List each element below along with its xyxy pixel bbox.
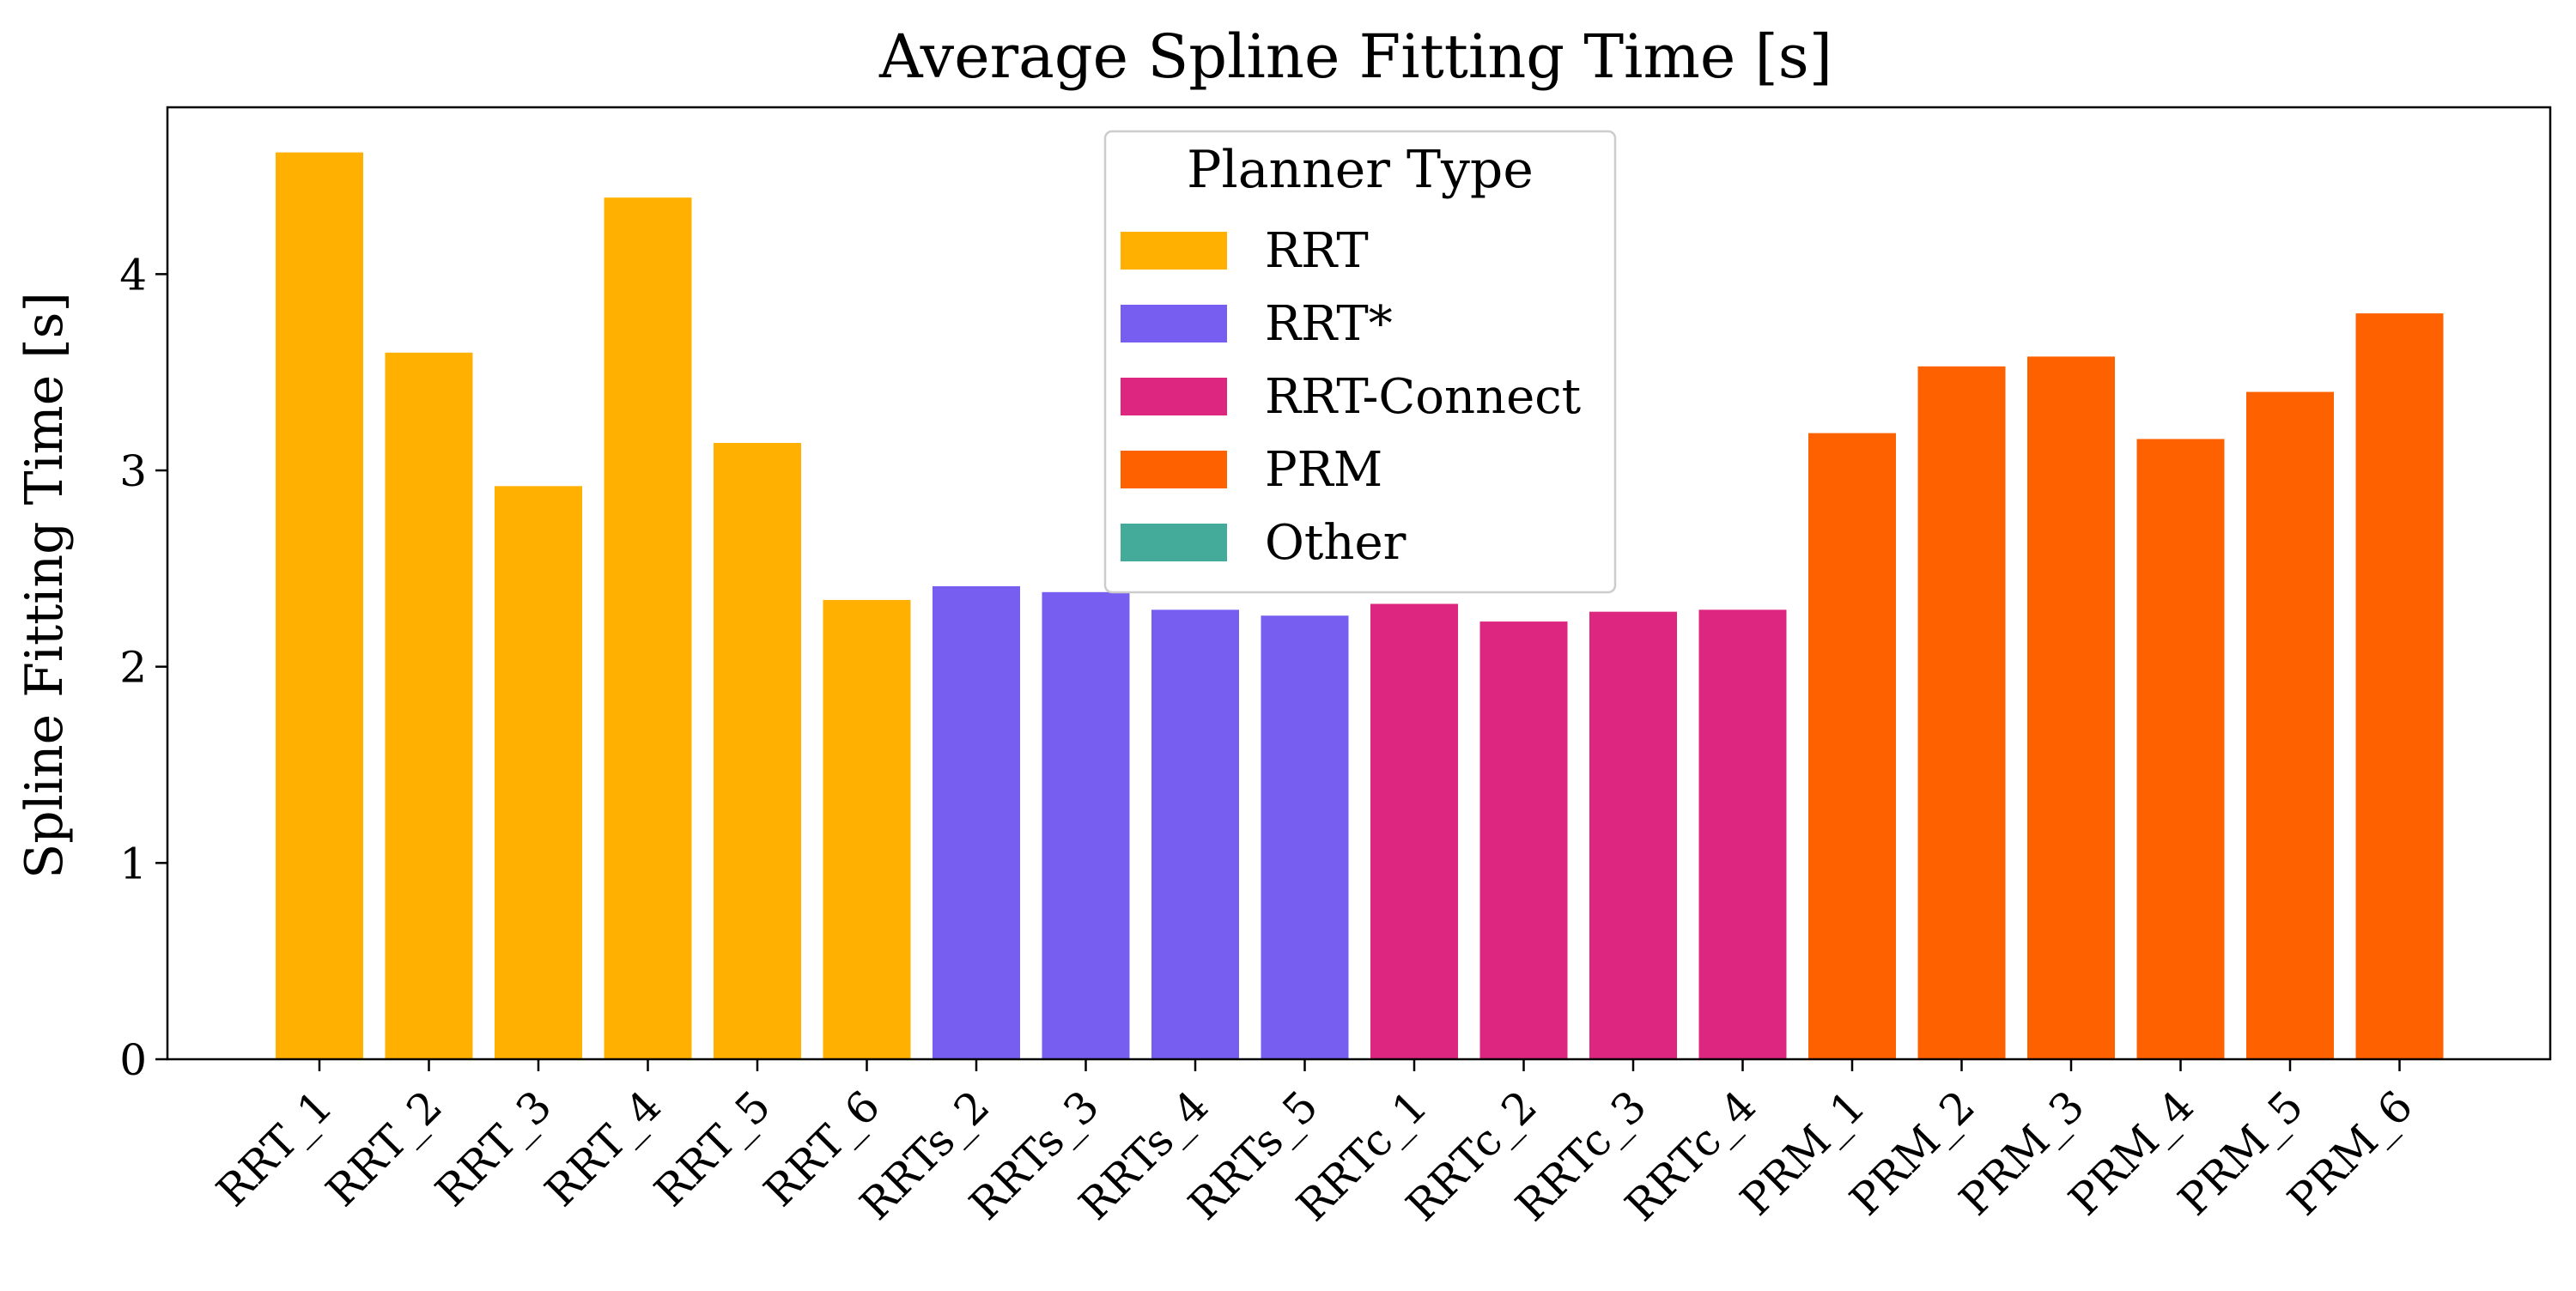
x-tick-label: RRT_5 [645,1081,780,1215]
legend-label-rrt-star: RRT* [1265,296,1393,352]
legend-swatch-rrt-star [1121,305,1227,342]
y-tick-label: 3 [119,446,147,496]
legend-swatch-other [1121,524,1227,561]
bar-rrt-1 [276,152,363,1059]
bar-rrtc-2 [1479,621,1568,1059]
legend-label-rrt-connect: RRT-Connect [1265,369,1582,425]
bar-prm-6 [2355,313,2444,1059]
y-tick-label: 2 [119,643,147,693]
y-tick-label: 1 [119,839,147,888]
x-tick-label: RRT_4 [536,1081,671,1215]
legend-label-rrt: RRT [1265,223,1369,279]
x-tick-label: RRT_1 [207,1081,342,1215]
bar-rrt-3 [495,486,582,1059]
legend-swatch-rrt-connect [1121,378,1227,415]
y-tick-label: 4 [119,250,147,300]
legend: Planner Type RRT RRT* RRT-Connect PRM Other [1103,130,1617,594]
bar-prm-2 [1917,366,2006,1059]
bar-prm-5 [2246,391,2334,1059]
legend-entries: RRT RRT* RRT-Connect PRM Other [1121,223,1582,571]
bar-rrtc-3 [1589,611,1677,1059]
x-axis: RRT_1RRT_2RRT_3RRT_4RRT_5RRT_6RRTs_2RRTs… [207,1059,2422,1231]
legend-label-prm: PRM [1265,442,1382,498]
plot-frame [166,106,2552,1061]
bars-layer [276,152,2444,1060]
bar-prm-4 [2136,439,2225,1059]
x-tick-label: PRM_6 [2278,1081,2422,1225]
bar-rrtc-4 [1698,609,1787,1059]
y-axis-label: Spline Fitting Time [s] [15,292,75,879]
x-tick-label: RRT_3 [426,1081,561,1215]
bar-rrtc-1 [1370,603,1458,1059]
legend-title: Planner Type [1187,140,1534,200]
bar-rrts-5 [1261,615,1349,1059]
bar-rrt-4 [604,197,692,1060]
legend-swatch-prm [1121,451,1227,488]
legend-box [1103,130,1617,594]
bar-rrt-2 [385,352,473,1060]
bar-rrts-3 [1042,591,1130,1059]
y-axis: 0 1 2 3 4 [119,250,167,1085]
legend-swatch-rrt [1121,232,1227,270]
bar-prm-3 [2027,356,2115,1059]
bar-rrt-6 [823,599,911,1059]
chart-title: Average Spline Fitting Time [s] [878,21,1832,92]
bar-rrts-2 [933,585,1020,1059]
y-tick-label: 0 [119,1035,147,1085]
x-tick-label: RRT_2 [317,1081,452,1215]
bar-rrt-5 [714,443,801,1059]
bar-prm-1 [1808,433,1896,1059]
legend-label-other: Other [1265,515,1406,571]
bar-rrts-4 [1151,609,1239,1059]
